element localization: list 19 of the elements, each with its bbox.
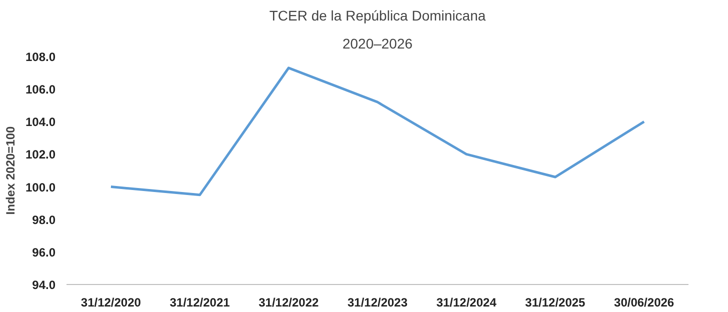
y-tick-label: 94.0	[32, 278, 56, 292]
x-tick-label: 31/12/2021	[170, 296, 230, 310]
chart-title: TCER de la República Dominicana	[269, 8, 486, 24]
y-tick-label: 108.0	[25, 50, 56, 64]
y-tick-label: 98.0	[32, 212, 56, 227]
y-tick-label: 102.0	[25, 148, 56, 162]
y-tick-label: 104.0	[25, 115, 56, 130]
x-tick-label: 31/12/2022	[258, 296, 319, 310]
x-tick-label: 31/12/2020	[80, 296, 142, 310]
y-axis-title: Index 2020=100	[3, 126, 18, 215]
line-series	[110, 66, 646, 196]
x-tick-label: 31/12/2024	[436, 296, 497, 310]
x-tick-label: 31/12/2023	[347, 296, 408, 310]
y-tick-label: 96.0	[32, 245, 56, 260]
chart-subtitle: 2020–2026	[342, 36, 413, 52]
x-tick-label: 30/06/2026	[614, 296, 674, 310]
y-tick-label: 100.0	[25, 180, 56, 194]
x-tick-label: 31/12/2025	[525, 296, 586, 310]
y-tick-label: 106.0	[25, 82, 56, 97]
